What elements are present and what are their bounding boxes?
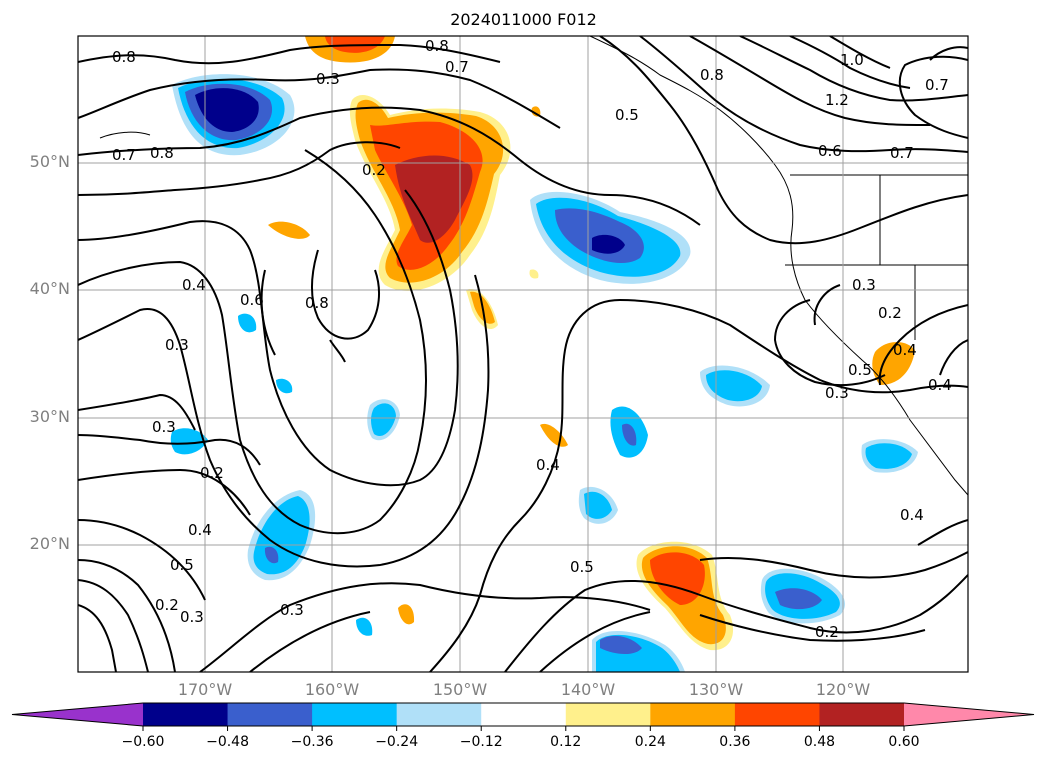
contour-label: 0.8 bbox=[700, 66, 724, 84]
contour-label: 0.4 bbox=[893, 341, 917, 359]
colorbar-tick-label: −0.48 bbox=[206, 734, 249, 750]
lon-label: 170°W bbox=[177, 680, 233, 699]
contour-labels: 0.8 0.7 0.8 0.3 0.8 0.7 0.5 0.8 1.0 1.2 … bbox=[112, 37, 952, 641]
contour-label: 0.3 bbox=[152, 418, 176, 436]
contour-label: 0.5 bbox=[170, 556, 194, 574]
contour-label: 0.8 bbox=[150, 144, 174, 162]
contour-label: 1.2 bbox=[825, 91, 849, 109]
contour-label: 0.6 bbox=[240, 291, 264, 309]
contour-label: 0.3 bbox=[280, 601, 304, 619]
contour-label: 0.4 bbox=[182, 276, 206, 294]
contour-label: 0.2 bbox=[200, 464, 224, 482]
map-title: 2024011000 F012 bbox=[450, 10, 597, 29]
shaded-field bbox=[170, 36, 918, 672]
colorbar-segment bbox=[227, 703, 313, 726]
colorbar-tick-label: −0.36 bbox=[290, 734, 334, 750]
lat-label: 40°N bbox=[29, 279, 70, 298]
contour-label: 0.4 bbox=[928, 376, 952, 394]
contour-label: 0.3 bbox=[825, 384, 849, 402]
colorbar-tick-label: 0.48 bbox=[803, 734, 836, 750]
contour-label: 0.7 bbox=[890, 144, 914, 162]
contour-label: 1.0 bbox=[840, 51, 864, 69]
colorbar-segment bbox=[143, 703, 229, 726]
contour-label: 0.2 bbox=[815, 623, 839, 641]
lat-label: 50°N bbox=[29, 152, 70, 171]
colorbar bbox=[11, 702, 1035, 731]
colorbar-tick-label: 0.24 bbox=[634, 734, 666, 750]
colorbar-tick-label: 0.12 bbox=[550, 734, 582, 750]
lat-label: 30°N bbox=[29, 407, 70, 426]
contour-label: 0.5 bbox=[615, 106, 639, 124]
contour-label: 0.6 bbox=[818, 142, 842, 160]
colorbar-segment bbox=[819, 703, 905, 726]
colorbar-tick-label: 0.36 bbox=[719, 734, 751, 750]
contour-label: 0.8 bbox=[112, 48, 136, 66]
contour-label: 0.3 bbox=[852, 276, 876, 294]
contour-label: 0.4 bbox=[900, 506, 924, 524]
colorbar-tick-label: 0.60 bbox=[888, 734, 920, 750]
contour-label: 0.8 bbox=[305, 294, 329, 312]
contour-label: 0.5 bbox=[570, 558, 594, 576]
contour-label: 0.7 bbox=[445, 58, 469, 76]
contour-label: 0.8 bbox=[425, 37, 449, 55]
colorbar-segment bbox=[650, 703, 736, 726]
map-frame bbox=[77, 35, 969, 673]
contour-label: 0.3 bbox=[165, 336, 189, 354]
colorbar-extend-low bbox=[12, 703, 143, 726]
colorbar-segment bbox=[481, 703, 567, 726]
colorbar-extend-high bbox=[904, 703, 1034, 726]
contour-label: 0.4 bbox=[188, 521, 212, 539]
colorbar-tick-label: −0.24 bbox=[375, 734, 419, 750]
colorbar-tick-label: −0.12 bbox=[459, 734, 503, 750]
map-plot-area: 0.8 0.7 0.8 0.3 0.8 0.7 0.5 0.8 1.0 1.2 … bbox=[78, 36, 968, 672]
contour-label: 0.7 bbox=[112, 146, 136, 164]
contour-lines bbox=[78, 36, 968, 672]
lon-label: 150°W bbox=[432, 680, 488, 699]
lon-label: 130°W bbox=[688, 680, 744, 699]
colorbar-segment bbox=[734, 703, 820, 726]
contour-label: 0.2 bbox=[362, 161, 386, 179]
contour-label: 0.7 bbox=[925, 76, 949, 94]
contour-label: 0.4 bbox=[536, 456, 560, 474]
contour-label: 0.5 bbox=[848, 361, 872, 379]
colorbar-segment bbox=[312, 703, 398, 726]
colorbar-segment bbox=[565, 703, 651, 726]
contour-label: 0.2 bbox=[155, 596, 179, 614]
contour-label: 0.2 bbox=[878, 304, 902, 322]
lon-label: 140°W bbox=[560, 680, 616, 699]
lon-label: 160°W bbox=[304, 680, 360, 699]
contour-label: 0.3 bbox=[316, 70, 340, 88]
colorbar-segment bbox=[396, 703, 482, 726]
colorbar-tick-label: −0.60 bbox=[121, 734, 165, 750]
contour-label: 0.3 bbox=[180, 608, 204, 626]
lon-label: 120°W bbox=[815, 680, 871, 699]
lat-label: 20°N bbox=[29, 534, 70, 553]
